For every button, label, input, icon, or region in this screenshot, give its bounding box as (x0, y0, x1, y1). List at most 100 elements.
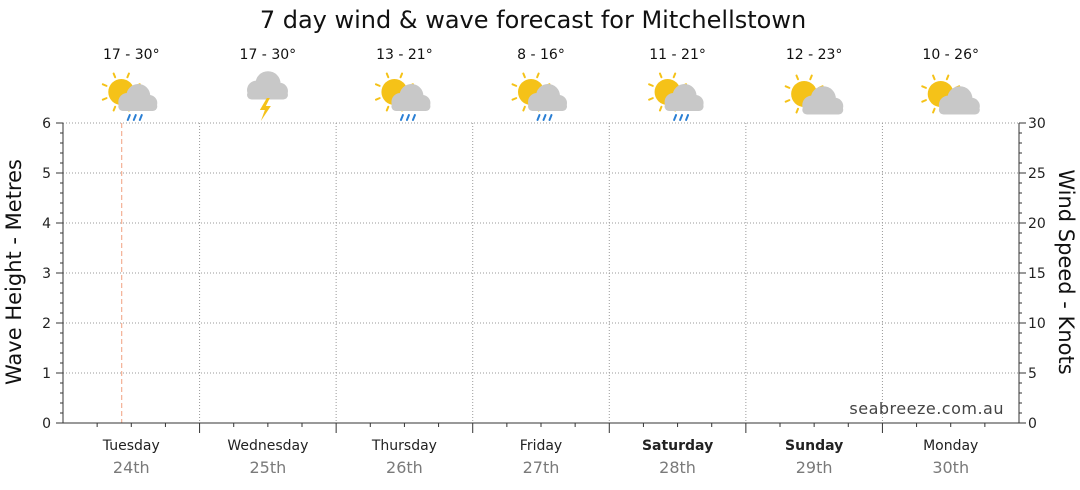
cloud-base (664, 102, 704, 111)
left-tick-label: 5 (42, 166, 51, 182)
partly-cloudy-showers-icon (511, 72, 567, 121)
left-tick-label: 0 (42, 416, 51, 432)
partly-cloudy-icon (784, 74, 844, 115)
chart-title: 7 day wind & wave forecast for Mitchells… (260, 6, 806, 34)
sun-ray (374, 97, 381, 101)
cloud-base (391, 102, 431, 111)
rain-drop (548, 114, 553, 121)
date-label: 25th (249, 458, 286, 477)
right-tick-label: 30 (1028, 116, 1046, 132)
sun-ray (784, 85, 791, 89)
left-tick-label: 2 (42, 316, 51, 332)
cloud-base (938, 105, 980, 115)
rain-drop (405, 114, 410, 121)
sun-ray (658, 72, 663, 79)
day-label: Wednesday (227, 438, 308, 454)
sun-ray (921, 85, 927, 89)
temperature-label: 8 - 16° (517, 47, 565, 63)
sun-ray (112, 105, 117, 112)
left-tick-label: 3 (42, 266, 51, 282)
rain-drop (685, 114, 690, 121)
date-label: 29th (796, 458, 833, 477)
date-label: 26th (386, 458, 423, 477)
temperature-label: 12 - 23° (786, 47, 843, 63)
sun-ray (672, 72, 677, 79)
temperature-label: 17 - 30° (103, 47, 160, 63)
partly-cloudy-showers-icon (374, 72, 431, 121)
right-axis-title: Wind Speed - Knots (1054, 169, 1078, 374)
rain-drop (399, 114, 404, 121)
rain-drop (542, 114, 547, 121)
rain-drops (673, 114, 690, 121)
cloud-shape (528, 84, 567, 111)
sun-ray (374, 83, 381, 87)
rain-drop (126, 114, 131, 121)
left-tick-label: 1 (42, 366, 51, 382)
sun-ray (101, 83, 108, 87)
rain-drop (132, 114, 137, 121)
sun-ray (809, 74, 813, 81)
right-tick-label: 5 (1028, 366, 1037, 382)
partly-cloudy-showers-icon (101, 72, 158, 121)
partly-cloudy-showers-icon (648, 72, 704, 121)
rain-drops (399, 114, 416, 121)
sun-ray (658, 105, 663, 112)
day-label: Sunday (785, 438, 843, 454)
sun-ray (648, 97, 654, 101)
date-label: 27th (523, 458, 560, 477)
sun-ray (648, 83, 654, 87)
left-tick-label: 4 (42, 216, 51, 232)
rain-drops (126, 114, 143, 121)
lightning-bolt (259, 98, 271, 121)
cloud-base (247, 90, 288, 100)
right-tick-label: 15 (1028, 266, 1046, 282)
sun-ray (522, 72, 526, 79)
cloud-base (528, 102, 567, 111)
day-label: Monday (923, 438, 978, 454)
cloud-shape (664, 84, 704, 111)
day-label: Thursday (371, 438, 437, 454)
sun-ray (945, 74, 950, 81)
temperature-label: 13 - 21° (376, 47, 433, 63)
date-label: 28th (659, 458, 696, 477)
sun-ray (522, 105, 526, 112)
sun-ray (921, 99, 927, 103)
partly-cloudy-icon (921, 74, 980, 115)
sun-ray (795, 107, 800, 114)
sun-ray (932, 74, 936, 81)
grid-lines (63, 122, 1019, 423)
day-labels: Tuesday 24th Wednesday 25th Thursday 26th Frid… (102, 438, 979, 477)
left-axis-ticks: 0 1 2 3 4 5 6 (42, 116, 63, 432)
day-label: Saturday (642, 438, 713, 454)
temperature-label: 11 - 21° (649, 47, 706, 63)
rain-drops (536, 114, 553, 121)
cloud-shape (247, 71, 288, 100)
sun-ray (112, 72, 117, 79)
date-label: 30th (932, 458, 969, 477)
temperature-labels: 17 - 30° 17 - 30° 13 - 21° 8 - 16° 11 - 21° 1… (103, 47, 979, 63)
sun-ray (511, 83, 518, 87)
cloud-shape (802, 86, 844, 115)
cloud-shape (938, 86, 980, 115)
right-tick-label: 0 (1028, 416, 1037, 432)
right-tick-label: 25 (1028, 166, 1046, 182)
rain-drop (679, 114, 684, 121)
sun-ray (101, 97, 108, 101)
rain-drop (138, 114, 143, 121)
sun-ray (126, 72, 130, 79)
right-axis-ticks: 0 5 10 15 20 25 30 (1019, 116, 1046, 432)
sun-ray (932, 107, 936, 114)
sun-ray (385, 105, 390, 112)
day-label: Friday (520, 438, 562, 454)
sun-ray (511, 97, 518, 101)
left-axis-title: Wave Height - Metres (2, 159, 26, 385)
sun-ray (385, 72, 390, 79)
sun-ray (784, 99, 791, 103)
cloud-shape (391, 84, 431, 111)
watermark: seabreeze.com.au (849, 399, 1004, 418)
weather-icons (101, 71, 980, 121)
day-label: Tuesday (102, 438, 160, 454)
right-tick-label: 10 (1028, 316, 1046, 332)
rain-drop (673, 114, 678, 121)
